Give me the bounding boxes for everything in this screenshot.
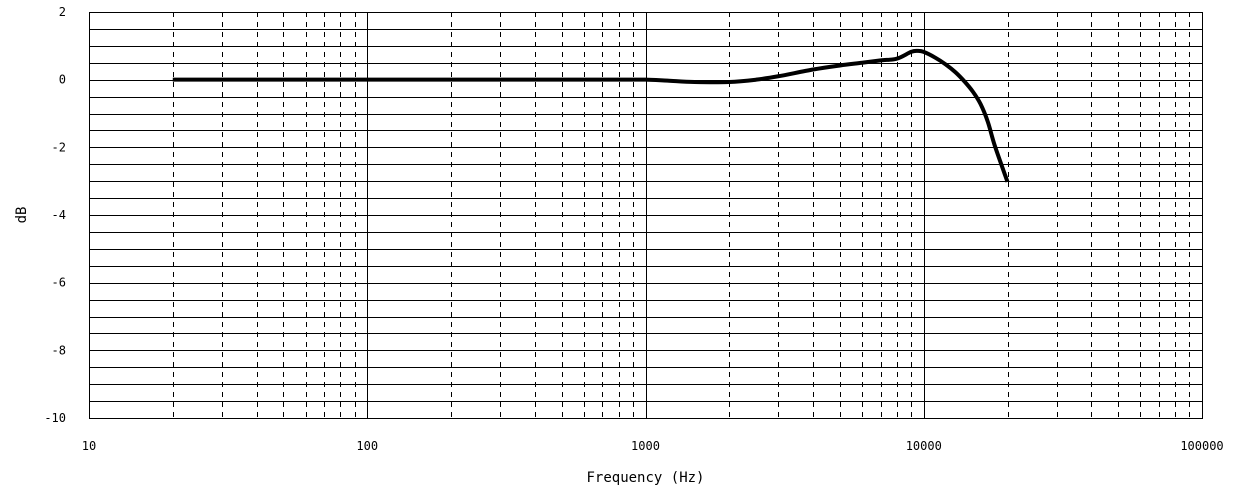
y-tick-label: -2 [52,140,66,154]
y-tick-label: -6 [52,276,66,290]
x-tick-label: 1000 [631,439,660,453]
x-tick-label: 10000 [906,439,942,453]
y-tick-label: -4 [52,208,66,222]
x-axis-label: Frequency (Hz) [586,470,704,486]
y-tick-label: 0 [59,73,66,87]
x-tick-label: 100000 [1180,439,1223,453]
y-tick-label: 2 [59,5,66,19]
x-tick-label: 10 [82,439,96,453]
y-tick-label: -10 [44,411,66,425]
y-axis-label: dB [14,207,30,224]
series-layer [172,48,1010,183]
tick-labels: 10 100 1000 10000 100000 2 0 -2 -4 -6 -8 -10 [44,5,1223,453]
grid [89,12,1202,419]
series-line-0 [172,48,1010,183]
plot-frame [89,12,1203,419]
x-tick-label: 100 [356,439,378,453]
y-tick-label: -8 [52,343,66,357]
